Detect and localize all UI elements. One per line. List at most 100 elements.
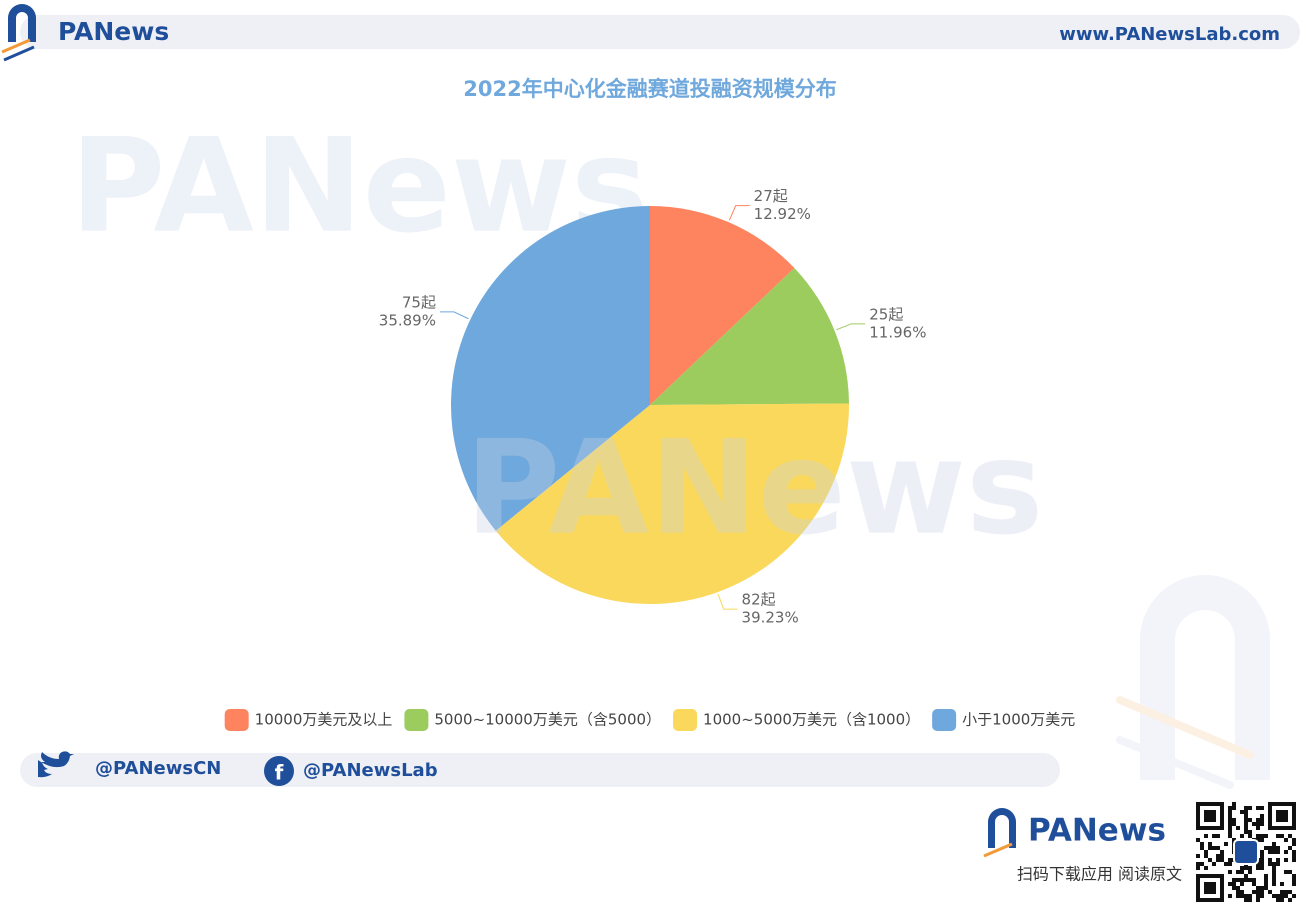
qr-cell [1268, 862, 1272, 866]
qr-cell [1280, 814, 1284, 818]
qr-cell [1276, 894, 1280, 898]
qr-cell [1288, 834, 1292, 838]
qr-cell [1232, 806, 1236, 810]
qr-code[interactable] [1196, 802, 1296, 902]
site-url[interactable]: www.PANewsLab.com [1059, 24, 1280, 45]
qr-cell [1212, 814, 1216, 818]
qr-cell [1200, 846, 1204, 850]
qr-cell [1244, 810, 1248, 814]
qr-cell [1292, 822, 1296, 826]
qr-cell [1212, 898, 1216, 902]
qr-cell [1280, 898, 1284, 902]
qr-cell [1244, 874, 1248, 878]
twitter-handle[interactable]: @PANewsCN [95, 758, 221, 779]
qr-cell [1268, 818, 1272, 822]
qr-cell [1220, 894, 1224, 898]
qr-cell [1260, 814, 1264, 818]
qr-cell [1288, 802, 1292, 806]
qr-cell [1292, 842, 1296, 846]
qr-cell [1196, 810, 1200, 814]
qr-cell [1284, 858, 1288, 862]
qr-cell [1288, 826, 1292, 830]
qr-cell [1260, 838, 1264, 842]
qr-cell [1220, 850, 1224, 854]
qr-cell [1228, 814, 1232, 818]
qr-cell [1288, 890, 1292, 894]
qr-cell [1272, 802, 1276, 806]
qr-cell [1236, 894, 1240, 898]
qr-cell [1236, 870, 1240, 874]
qr-cell [1256, 834, 1260, 838]
qr-cell [1220, 826, 1224, 830]
qr-cell [1220, 822, 1224, 826]
qr-cell [1244, 898, 1248, 902]
qr-cell [1248, 878, 1252, 882]
qr-cell [1256, 862, 1260, 866]
qr-cell [1244, 806, 1248, 810]
qr-cell [1256, 890, 1260, 894]
qr-cell [1280, 882, 1284, 886]
twitter-icon[interactable] [38, 751, 74, 778]
qr-cell [1276, 834, 1280, 838]
footer-icon [983, 808, 1016, 858]
qr-cell [1212, 846, 1216, 850]
qr-cell [1216, 898, 1220, 902]
qr-cell [1288, 870, 1292, 874]
facebook-icon[interactable] [264, 756, 294, 786]
qr-cell [1196, 822, 1200, 826]
qr-cell [1292, 838, 1296, 842]
qr-cell [1264, 874, 1268, 878]
percent-label: 35.89% [379, 311, 436, 329]
qr-cell [1208, 814, 1212, 818]
qr-cell [1228, 826, 1232, 830]
qr-cell [1280, 826, 1284, 830]
qr-cell [1264, 882, 1268, 886]
qr-cell [1272, 846, 1276, 850]
qr-cell [1244, 814, 1248, 818]
qr-cell [1208, 846, 1212, 850]
data-label: 82起 [742, 591, 776, 609]
qr-cell [1272, 894, 1276, 898]
qr-cell [1260, 894, 1264, 898]
qr-cell [1248, 866, 1252, 870]
qr-cell [1216, 846, 1220, 850]
qr-cell [1260, 858, 1264, 862]
qr-cell [1200, 898, 1204, 902]
qr-cell [1208, 886, 1212, 890]
qr-cell [1236, 886, 1240, 890]
qr-cell [1196, 886, 1200, 890]
qr-cell [1276, 898, 1280, 902]
qr-cell [1196, 866, 1200, 870]
qr-cell [1196, 826, 1200, 830]
percent-label: 12.92% [754, 205, 811, 223]
footer-text: 扫码下载应用 阅读原文 [1017, 865, 1182, 884]
qr-cell [1208, 802, 1212, 806]
facebook-handle[interactable]: @PANewsLab [303, 760, 438, 781]
qr-cell [1280, 894, 1284, 898]
qr-cell [1208, 882, 1212, 886]
qr-cell [1268, 822, 1272, 826]
qr-cell [1276, 850, 1280, 854]
qr-cell [1240, 834, 1244, 838]
qr-cell [1276, 846, 1280, 850]
qr-cell [1256, 822, 1260, 826]
qr-cell [1280, 818, 1284, 822]
qr-cell [1204, 886, 1208, 890]
qr-cell [1248, 898, 1252, 902]
qr-cell [1268, 890, 1272, 894]
data-label: 25起 [869, 305, 903, 323]
qr-cell [1212, 882, 1216, 886]
qr-cell [1228, 830, 1232, 834]
qr-cell [1264, 834, 1268, 838]
qr-cell [1272, 866, 1276, 870]
qr-cell [1220, 890, 1224, 894]
qr-cell [1228, 818, 1232, 822]
legend-label: 1000~5000万美元（含1000） [703, 711, 920, 729]
qr-cell [1292, 814, 1296, 818]
qr-cell [1196, 854, 1200, 858]
qr-cell [1220, 874, 1224, 878]
legend-label: 小于1000万美元 [962, 711, 1075, 729]
qr-cell [1280, 834, 1284, 838]
qr-cell [1216, 874, 1220, 878]
